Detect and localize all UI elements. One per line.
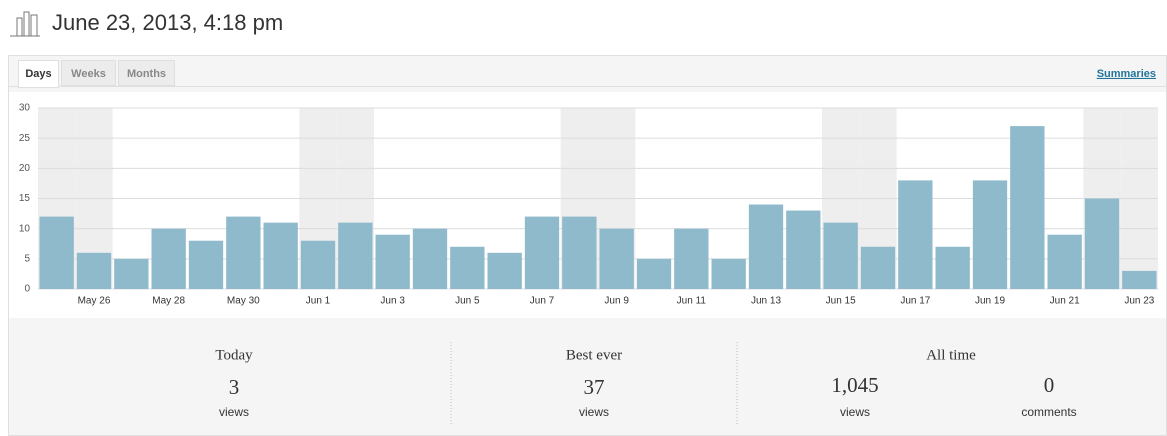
summary-label: Today [215,347,253,363]
summary-label: All time [926,347,976,363]
x-tick-label: Jun 13 [751,296,781,307]
bar [450,246,485,289]
bar [151,228,186,289]
x-tick-label: Jun 23 [1124,296,1154,307]
x-tick-label: May 26 [78,296,111,307]
summary-unit: comments [1021,405,1076,419]
bar [375,234,410,289]
bar [39,216,74,289]
y-tick-label: 25 [19,133,31,144]
tab-label[interactable]: Weeks [71,68,106,80]
bar [76,252,112,289]
x-tick-label: Jun 11 [677,296,707,307]
tab-label[interactable]: Days [25,68,51,80]
bar [1047,234,1082,289]
bar [524,216,560,289]
x-tick-label: Jun 1 [306,296,331,307]
summary-unit: views [840,405,870,419]
summary-count: 1,045 [831,373,878,397]
x-tick-label: Jun 17 [900,296,930,307]
bar [599,228,634,289]
bar [226,216,261,289]
bar [786,210,821,289]
y-tick-label: 30 [19,103,31,114]
y-tick-label: 0 [24,284,30,295]
chart: 0 5 10 15 20 25 30 May 26 May 28 May 30 Jun 1 Jun 3… [19,103,1158,307]
x-tick-label: May 30 [227,296,260,307]
bar [188,240,224,289]
bar [935,246,970,289]
summary-count: 0 [1044,373,1055,397]
tab[interactable] [61,60,116,86]
bar [263,222,298,289]
title-icon [10,11,40,37]
page-title: June 23, 2013, 4:18 pm [52,10,283,35]
bar [636,258,672,289]
tab-active[interactable] [18,60,59,88]
bar [823,222,858,289]
x-tick-label: Jun 21 [1050,296,1080,307]
bar [1084,198,1120,289]
x-tick-label: Jun 19 [975,296,1005,307]
summaries-link[interactable]: Summaries [1097,68,1156,80]
bar [674,228,709,289]
summary-count: 3 [229,375,240,399]
y-tick-label: 10 [19,223,31,234]
bar [1010,126,1045,289]
y-tick-label: 20 [19,163,31,174]
bar [748,204,784,289]
summary-unit: views [579,405,609,419]
y-tick-label: 15 [19,193,31,204]
x-tick-label: Jun 7 [530,296,555,307]
bar [562,216,597,289]
x-tick-label: Jun 3 [380,296,405,307]
x-tick-label: May 28 [152,296,185,307]
x-tick-label: Jun 9 [604,296,629,307]
bar [972,180,1008,289]
bar [898,180,933,289]
tab-label[interactable]: Months [127,68,166,80]
summary-count: 37 [584,375,605,399]
summary-unit: views [219,405,249,419]
bar [300,240,336,289]
summary-label: Best ever [566,347,622,363]
bar [114,258,149,289]
y-tick-label: 5 [24,253,30,264]
bar [711,258,746,289]
bar [412,228,448,289]
bar [487,252,522,289]
x-tick-label: Jun 5 [455,296,480,307]
tab[interactable] [118,60,175,86]
bar [338,222,373,289]
bar [1122,270,1157,289]
bar [860,246,896,289]
x-tick-label: Jun 15 [826,296,856,307]
